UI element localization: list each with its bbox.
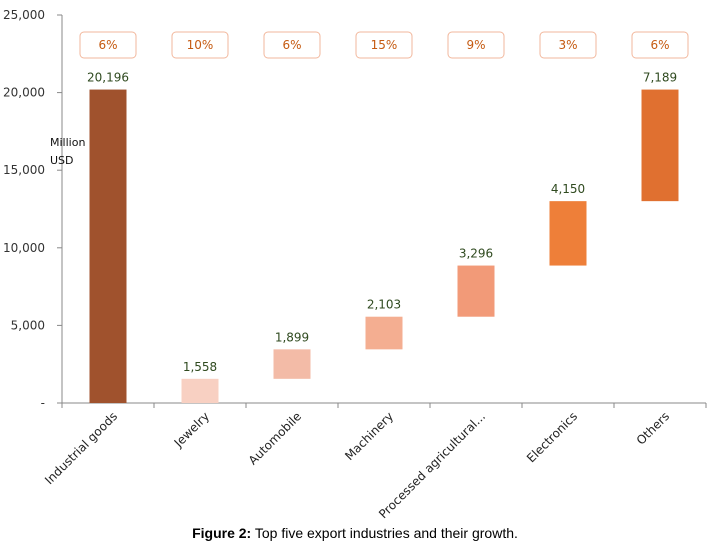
growth-box (79, 31, 137, 59)
growth-box (355, 31, 413, 59)
growth-box (539, 31, 597, 59)
bar-value-label: 3,296 (459, 247, 493, 261)
y-tick-label: 10,000 (3, 241, 45, 255)
x-category-label: Electronics (524, 409, 580, 465)
x-category-label: Industrial goods (42, 409, 120, 487)
bars-layer (89, 89, 679, 404)
growth-rate-label: 6% (282, 38, 301, 52)
growth-rate-label: 9% (466, 38, 485, 52)
growth-box (171, 31, 229, 59)
growth-rate-label: 3% (558, 38, 577, 52)
bar-1 (89, 89, 127, 404)
x-category-label: Jewelry (171, 409, 212, 450)
y-tick-label: 5,000 (11, 318, 45, 332)
y-tick-label: - (41, 396, 45, 410)
caption-text: Top five export industries and their gro… (251, 525, 518, 541)
y-axis-unit-label: Million USD (50, 136, 86, 167)
caption-prefix: Figure 2: (192, 525, 252, 541)
bar-5 (457, 265, 495, 317)
axis-layer: - 5,000 10,000 15,000 20,000 25,000 (3, 8, 707, 410)
bar-7 (641, 89, 679, 202)
bar-2 (181, 378, 219, 403)
growth-layer: 6% 10% 6% 15% 9% 3% 6% (79, 31, 689, 59)
bar-value-label: 2,103 (367, 298, 401, 312)
x-category-label: Automobile (246, 409, 304, 467)
growth-rate-label: 6% (98, 38, 117, 52)
growth-box (263, 31, 321, 59)
bar-value-label: 4,150 (551, 182, 585, 196)
growth-rate-label: 15% (371, 38, 398, 52)
bar-value-label: 20,196 (87, 71, 129, 85)
x-category-label: Others (634, 409, 672, 447)
x-category-label: Machinery (342, 409, 396, 463)
bar-4 (365, 316, 403, 350)
x-category-label: Processed agricultural... (376, 409, 488, 520)
y-tick-label: 15,000 (3, 163, 45, 177)
bar-value-label: 7,189 (643, 71, 677, 85)
bar-value-label: 1,558 (183, 360, 217, 374)
growth-box (447, 31, 505, 59)
y-tick-label: 20,000 (3, 86, 45, 100)
growth-box (631, 31, 689, 59)
bar-3 (273, 349, 311, 379)
y-tick-label: 25,000 (3, 8, 45, 22)
bar-value-label: 1,899 (275, 330, 309, 344)
bar-6 (549, 201, 587, 266)
waterfall-chart: - 5,000 10,000 15,000 20,000 25,000 20,196 Ind… (3, 8, 707, 520)
labels-layer: 20,196 Industrial goods 1,558 Jewelry 1,899 A… (42, 71, 677, 520)
growth-rate-label: 6% (650, 38, 669, 52)
growth-rate-label: 10% (187, 38, 214, 52)
figure-caption: Figure 2: Top five export industries and… (0, 525, 710, 541)
